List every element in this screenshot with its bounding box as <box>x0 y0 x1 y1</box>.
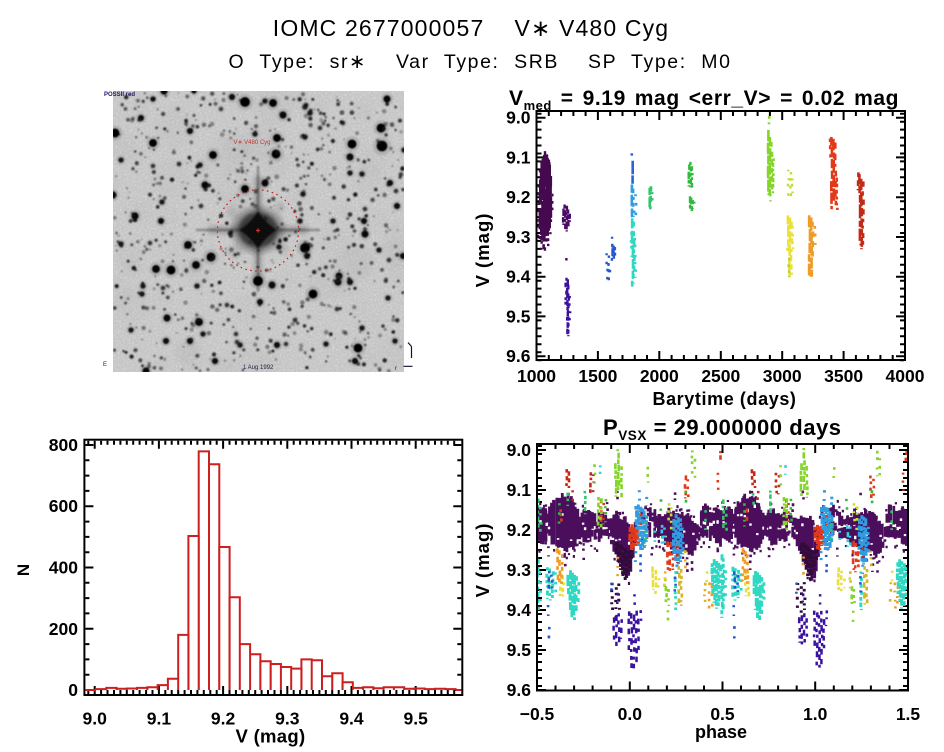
svg-text:9.0: 9.0 <box>506 108 531 128</box>
svg-text:1.0: 1.0 <box>803 704 828 724</box>
svg-text:0.5: 0.5 <box>710 704 735 724</box>
svg-text:2000: 2000 <box>640 366 679 386</box>
svg-text:9.3: 9.3 <box>507 560 532 580</box>
svg-text:2500: 2500 <box>701 366 740 386</box>
svg-text:4000: 4000 <box>886 366 925 386</box>
svg-text:9.1: 9.1 <box>147 709 172 729</box>
svg-text:800: 800 <box>49 435 78 455</box>
svg-text:9.1: 9.1 <box>507 480 532 500</box>
svg-text:9.4: 9.4 <box>506 267 531 287</box>
svg-text:POSSII red: POSSII red <box>104 92 135 98</box>
svg-text:V (mag): V (mag) <box>472 213 493 288</box>
svg-text:9.2: 9.2 <box>211 709 236 729</box>
svg-text:phase: phase <box>695 722 747 742</box>
svg-text:9.4: 9.4 <box>507 600 532 620</box>
svg-text:9.0: 9.0 <box>83 709 108 729</box>
svg-text:V (mag): V (mag) <box>236 726 306 747</box>
svg-text:V (mag): V (mag) <box>472 523 493 598</box>
svg-text:9.5: 9.5 <box>404 709 429 729</box>
svg-text:600: 600 <box>49 496 78 516</box>
svg-text:E: E <box>103 362 107 368</box>
svg-text:9.6: 9.6 <box>507 680 532 700</box>
svg-text:9.5: 9.5 <box>506 306 531 326</box>
svg-text:1 Aug 1992: 1 Aug 1992 <box>243 365 274 371</box>
svg-text:3000: 3000 <box>763 366 802 386</box>
svg-text:O Type: sr∗ Var Type: SRB SP: O Type: sr∗ Var Type: SRB SP Type: M0 <box>228 51 731 73</box>
svg-text:9.3: 9.3 <box>275 709 300 729</box>
svg-text:9.6: 9.6 <box>506 346 531 366</box>
svg-text:9.2: 9.2 <box>507 520 532 540</box>
svg-text:9.4: 9.4 <box>339 709 364 729</box>
svg-text:Vmed = 9.19 mag <err_V> = 0.02: Vmed = 9.19 mag <err_V> = 0.02 mag <box>509 87 899 113</box>
svg-text:0.0: 0.0 <box>618 704 643 724</box>
svg-text:N: N <box>14 564 33 576</box>
svg-text:IOMC 2677000057 V∗ V480 Cyg: IOMC 2677000057 V∗ V480 Cyg <box>273 15 669 41</box>
svg-text:400: 400 <box>49 558 78 578</box>
svg-text:Barytime (days): Barytime (days) <box>652 389 796 409</box>
svg-text:−0.5: −0.5 <box>520 704 555 724</box>
svg-text:0: 0 <box>68 680 78 700</box>
svg-text:9.2: 9.2 <box>506 187 531 207</box>
svg-text:r: r <box>395 366 397 372</box>
svg-text:1000: 1000 <box>517 366 556 386</box>
svg-text:9.0: 9.0 <box>507 440 532 460</box>
svg-text:200: 200 <box>49 619 78 639</box>
svg-text:V∗ V480 Cyg: V∗ V480 Cyg <box>233 140 270 146</box>
svg-text:9.1: 9.1 <box>506 147 531 167</box>
svg-text:9.3: 9.3 <box>506 227 531 247</box>
svg-text:1500: 1500 <box>578 366 617 386</box>
svg-text:1.5: 1.5 <box>896 704 921 724</box>
svg-text:9.5: 9.5 <box>507 640 532 660</box>
svg-text:3500: 3500 <box>824 366 863 386</box>
